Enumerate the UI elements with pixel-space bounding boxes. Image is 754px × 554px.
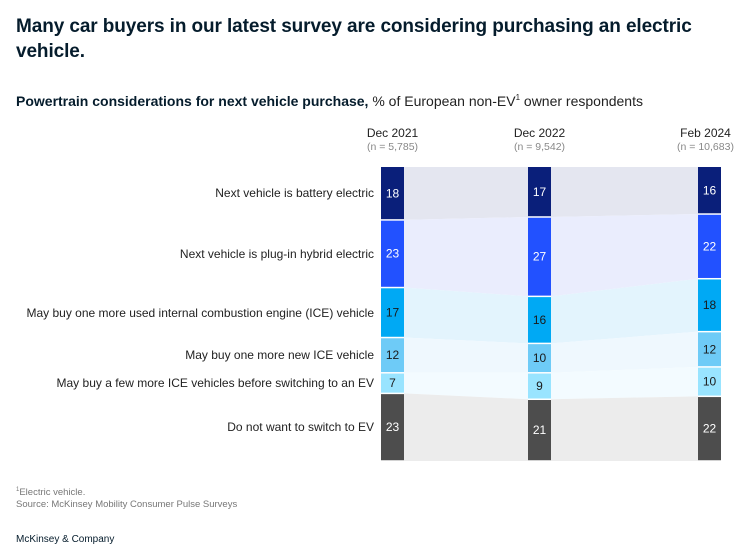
flow-band (551, 366, 698, 400)
chart-title: Many car buyers in our latest survey are… (16, 16, 692, 62)
flow-band (551, 278, 698, 344)
flow-band (404, 167, 528, 220)
flow-band (551, 396, 698, 461)
category-label: Do not want to switch to EV (227, 420, 374, 435)
bar-segment (528, 297, 551, 343)
data-label: 22 (703, 239, 717, 253)
data-label: 16 (703, 184, 717, 198)
data-label: 23 (386, 247, 400, 261)
flow-band (404, 393, 528, 461)
data-label: 21 (533, 423, 547, 437)
data-label: 22 (703, 422, 717, 436)
bar-segment (381, 373, 404, 393)
subtitle-regular: % of European non-EV (368, 93, 516, 109)
flow-band (404, 287, 528, 344)
bar-segment (698, 332, 721, 367)
bar-segment (698, 367, 721, 396)
category-label: Next vehicle is battery electric (215, 186, 374, 201)
column-date: Dec 2021 (366, 126, 419, 140)
column-header: Dec 2021 (n = 5,785) (333, 126, 453, 154)
bar-segment (381, 288, 404, 337)
data-label: 10 (703, 375, 717, 389)
subtitle-footnote-marker: 1 (515, 93, 521, 102)
flow-band (404, 216, 528, 297)
category-label: May buy a few more ICE vehicles before s… (56, 376, 374, 391)
footnote-text: Electric vehicle. (19, 487, 86, 498)
subtitle-bold: Powertrain considerations for next vehic… (16, 93, 369, 109)
sample-size: (n = 5,785) (366, 141, 419, 153)
data-label: 18 (386, 186, 400, 200)
data-label: 16 (533, 313, 547, 327)
footnote-marker: 1 (16, 487, 20, 493)
bar-segment (381, 338, 404, 373)
data-label: 7 (389, 376, 396, 390)
bar-segment (528, 400, 551, 461)
data-label: 18 (703, 298, 717, 312)
sample-size: (n = 10,683) (677, 141, 734, 153)
sample-size: (n = 9,542) (513, 141, 566, 153)
category-label: Next vehicle is plug-in hybrid electric (179, 246, 374, 261)
data-label: 17 (533, 185, 547, 199)
bar-segment (698, 167, 721, 214)
bar-segment (528, 344, 551, 373)
bar-segment (381, 394, 404, 461)
bar-segment (528, 373, 551, 399)
bar-segment (381, 220, 404, 287)
data-label: 17 (386, 306, 400, 320)
flow-band (551, 331, 698, 373)
bar-segment (381, 167, 404, 220)
source-note: Source: McKinsey Mobility Consumer Pulse… (16, 499, 238, 510)
category-label: May buy one more used internal combustio… (26, 305, 374, 320)
column-date: Feb 2024 (680, 126, 731, 140)
column-header: Feb 2024 (n = 10,683) (646, 126, 754, 154)
data-label: 23 (386, 420, 400, 434)
category-label: May buy one more new ICE vehicle (185, 348, 374, 363)
flow-band (404, 337, 528, 373)
data-label: 9 (536, 379, 543, 393)
data-label: 27 (533, 250, 547, 264)
data-label: 12 (386, 348, 400, 362)
bar-segment (528, 167, 551, 217)
data-label: 10 (533, 351, 547, 365)
column-header: Dec 2022 (n = 9,542) (480, 126, 600, 154)
flow-band (551, 214, 698, 297)
bar-segment (528, 217, 551, 296)
bar-segment (698, 397, 721, 461)
footnotes: 1Electric vehicle. Source: McKinsey Mobi… (16, 484, 237, 511)
chart-subtitle: Powertrain considerations for next vehic… (16, 89, 643, 110)
data-label: 12 (703, 342, 717, 356)
column-date: Dec 2022 (513, 126, 566, 140)
brand-logo: McKinsey & Company (16, 534, 115, 545)
bar-segment (698, 214, 721, 278)
bar-segment (698, 279, 721, 331)
footnote-ev: 1Electric vehicle. (16, 484, 237, 499)
flow-band (551, 167, 698, 217)
subtitle-tail: owner respondents (520, 93, 643, 109)
flow-band (404, 372, 528, 400)
